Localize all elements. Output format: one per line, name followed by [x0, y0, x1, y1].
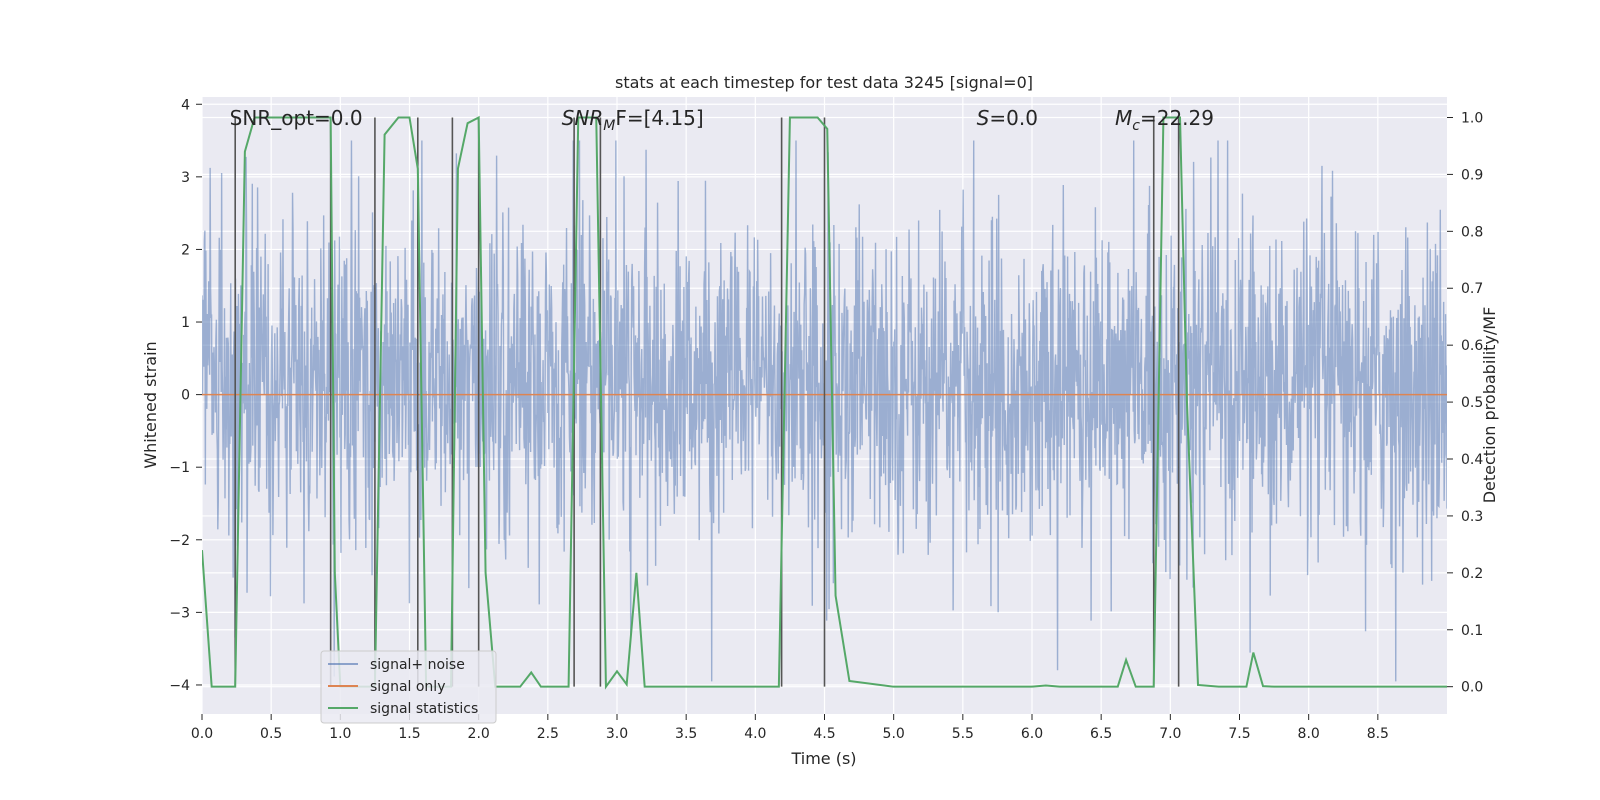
y-right-axis-label: Detection probability/MF: [1480, 307, 1499, 504]
x-tick-label: 7.0: [1159, 726, 1181, 742]
x-tick-label: 5.0: [883, 726, 905, 742]
y-right-tick-label: 0.3: [1461, 509, 1483, 525]
y-right-tick-label: 0.5: [1461, 395, 1483, 411]
x-tick-label: 0.5: [260, 726, 282, 742]
y-right-tick-label: 0.4: [1461, 452, 1483, 468]
y-right-tick-label: 1.0: [1461, 110, 1483, 126]
x-tick-label: 6.0: [1021, 726, 1043, 742]
annotation: SNR_opt=0.0: [230, 106, 363, 130]
x-tick-label: 8.5: [1367, 726, 1389, 742]
legend: signal+ noise signal only signal statistic…: [320, 650, 497, 724]
x-tick-label: 7.5: [1228, 726, 1250, 742]
y-left-tick-label: 2: [181, 242, 190, 258]
y-left-axis-ticks: 4 3 2 1 0 −1 −2 −3 −4: [169, 97, 202, 694]
y-right-tick-label: 0.0: [1461, 680, 1483, 696]
y-right-tick-label: 0.8: [1461, 224, 1483, 240]
y-right-tick-label: 0.1: [1461, 623, 1483, 639]
legend-label: signal only: [370, 679, 445, 695]
annotation: SNRMF=[4.15]: [562, 106, 704, 134]
x-tick-label: 1.0: [329, 726, 351, 742]
y-right-tick-label: 0.2: [1461, 566, 1483, 582]
x-tick-label: 6.5: [1090, 726, 1112, 742]
y-left-tick-label: −2: [169, 533, 190, 549]
x-tick-label: 1.5: [398, 726, 420, 742]
chart-title: stats at each timestep for test data 324…: [615, 73, 1033, 92]
y-left-tick-label: −4: [169, 678, 190, 694]
x-tick-label: 4.0: [744, 726, 766, 742]
legend-label: signal+ noise: [370, 657, 465, 673]
x-tick-label: 0.0: [191, 726, 213, 742]
y-left-tick-label: 4: [181, 97, 190, 113]
x-tick-label: 5.5: [952, 726, 974, 742]
y-left-tick-label: −1: [169, 460, 190, 476]
annotation: Mc=22.29: [1115, 106, 1214, 134]
annotations: SNR_opt=0.0 SNRMF=[4.15] S=0.0 Mc=22.29: [230, 106, 1214, 134]
annotation: S=0.0: [977, 106, 1038, 130]
y-left-tick-label: 3: [181, 170, 190, 186]
y-right-tick-label: 0.6: [1461, 338, 1483, 354]
x-tick-label: 4.5: [813, 726, 835, 742]
x-tick-label: 2.5: [537, 726, 559, 742]
y-right-axis-ticks: 1.0 0.9 0.8 0.7 0.6 0.5 0.4 0.3 0.2 0.1 0.0: [1447, 110, 1483, 696]
y-right-tick-label: 0.9: [1461, 167, 1483, 183]
y-left-tick-label: 1: [181, 315, 190, 331]
x-axis-ticks: 0.0 0.5 1.0 1.5 2.0 2.5 3.0 3.5 4.0 4.5 5.0 5.5 6.0 6…: [191, 714, 1389, 742]
x-tick-label: 3.5: [675, 726, 697, 742]
x-tick-label: 8.0: [1298, 726, 1320, 742]
x-tick-label: 2.0: [468, 726, 490, 742]
x-tick-label: 3.0: [606, 726, 628, 742]
y-right-tick-label: 0.7: [1461, 281, 1483, 297]
y-left-tick-label: 0: [181, 388, 190, 404]
y-left-tick-label: −3: [169, 605, 190, 621]
y-left-axis-label: Whitened strain: [141, 341, 160, 468]
x-axis-label: Time (s): [790, 749, 856, 768]
legend-label: signal statistics: [370, 701, 478, 717]
legend-box: [320, 650, 497, 724]
